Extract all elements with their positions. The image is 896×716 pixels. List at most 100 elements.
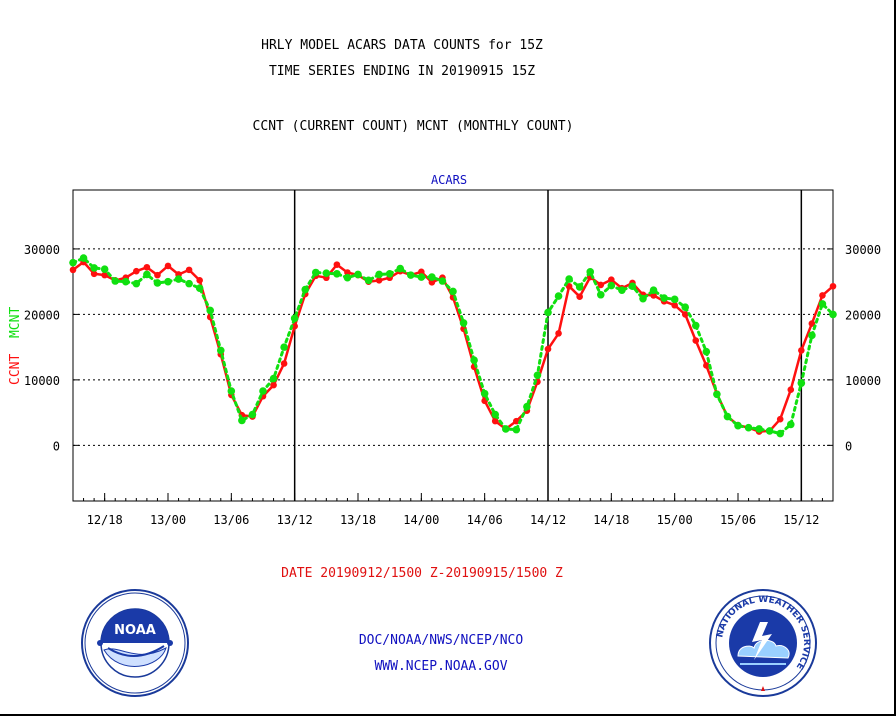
y-tick-label-left: 30000 [24,243,60,257]
data-point-ccnt [291,322,298,330]
data-point-mcnt [480,389,489,398]
grid [73,248,833,446]
nws-logo-icon: NATIONAL WEATHER SERVICE [709,589,817,697]
data-point-mcnt [132,279,141,288]
y-axis-label: CCNT MCNT [8,307,23,385]
data-point-mcnt [459,319,468,327]
data-point-mcnt [406,271,415,279]
data-point-ccnt [608,276,615,283]
data-point-mcnt [575,283,584,291]
data-point-mcnt [164,277,172,286]
data-point-mcnt [554,292,563,300]
noaa-logo-text: NOAA [114,623,156,638]
data-point-mcnt [69,258,77,267]
data-point-mcnt [491,410,500,419]
data-point-mcnt [702,347,711,356]
y-tick-label-right: 10000 [845,374,881,388]
data-point-mcnt [470,356,478,365]
data-point-mcnt [311,268,320,277]
x-tick-label: 14/00 [403,513,439,527]
y-tick-label-left: 20000 [24,308,60,322]
data-point-mcnt [786,420,795,429]
data-point-mcnt [301,285,310,294]
data-point-ccnt [703,362,710,369]
data-point-mcnt [713,390,721,399]
data-point-ccnt [808,320,816,327]
data-point-ccnt [154,271,161,279]
y-label-mcnt: MCNT [8,306,23,339]
data-point-mcnt [586,268,595,276]
x-tick-label: 12/18 [87,513,123,527]
data-point-ccnt [90,270,98,278]
data-point-ccnt [491,417,499,425]
series-line-ccnt [71,260,835,433]
data-point-mcnt [206,306,215,315]
y-tick-label-left: 0 [53,439,60,453]
data-point-ccnt [576,293,583,301]
data-point-mcnt [259,387,267,395]
data-point-mcnt [681,303,690,311]
data-point-mcnt [375,270,383,279]
data-point-mcnt [428,273,436,281]
data-point-mcnt [90,264,98,272]
data-point-mcnt [501,425,510,433]
data-point-ccnt [133,267,140,275]
data-point-mcnt [333,270,341,278]
data-point-ccnt [650,292,657,299]
y-tick-label-right: 30000 [845,243,881,257]
data-point-ccnt [185,266,193,274]
chart-title-line2: TIME SERIES ENDING IN 20190915 15Z [268,64,536,79]
data-point-mcnt [523,402,531,411]
website-link[interactable]: WWW.NCEP.NOAA.GOV [374,659,508,674]
data-point-mcnt [364,276,373,285]
data-point-mcnt [449,287,457,296]
data-point-mcnt [512,425,521,434]
data-point-mcnt [628,282,637,291]
data-point-ccnt [344,269,351,276]
data-point-ccnt [428,279,436,286]
data-point-mcnt [385,270,394,278]
data-point-mcnt [185,279,193,288]
data-point-mcnt [227,387,236,395]
series-mcnt [69,254,837,438]
data-point-mcnt [808,331,816,340]
x-tick-label: 14/06 [467,513,503,527]
data-point-mcnt [670,295,679,304]
x-tick-label: 15/00 [657,513,693,527]
data-point-mcnt [765,427,774,435]
organization-label: DOC/NOAA/NWS/NCEP/NCO [358,633,524,648]
data-point-mcnt [216,346,225,355]
x-tick-label: 15/06 [720,513,756,527]
data-point-mcnt [565,275,573,283]
axis-ticks [72,248,834,501]
x-tick-label: 13/12 [277,513,313,527]
data-point-mcnt [280,343,288,351]
plot-frame [72,189,834,502]
data-point-ccnt [597,281,605,289]
data-point-ccnt [196,277,203,284]
date-range-label: DATE 20190912/1500 Z-20190915/1500 Z [281,566,563,581]
data-point-mcnt [797,379,806,387]
data-point-mcnt [734,421,742,430]
data-point-mcnt [322,269,331,277]
data-point-mcnt [607,281,616,290]
tick-labels: 0 0 10000 10000 20000 20000 30000 30000 12/18 13/… [24,243,881,527]
plot-title: ACARS [431,173,467,187]
x-tick-label: 13/06 [213,513,249,527]
data-point-ccnt [565,282,573,290]
data-point-mcnt [649,286,658,294]
data-point-mcnt [618,286,626,294]
data-point-ccnt [681,311,689,318]
data-point-mcnt [238,416,246,425]
noaa-logo-icon: NOAA [81,589,189,697]
data-point-mcnt [776,429,785,438]
data-point-mcnt [639,294,647,303]
y-tick-label-right: 20000 [845,308,881,322]
y-tick-label-right: 0 [845,439,852,453]
data-point-ccnt [418,268,425,276]
data-point-ccnt [101,271,108,279]
y-tick-label-left: 10000 [24,374,60,388]
data-point-mcnt [438,277,447,285]
data-point-ccnt [375,277,383,284]
